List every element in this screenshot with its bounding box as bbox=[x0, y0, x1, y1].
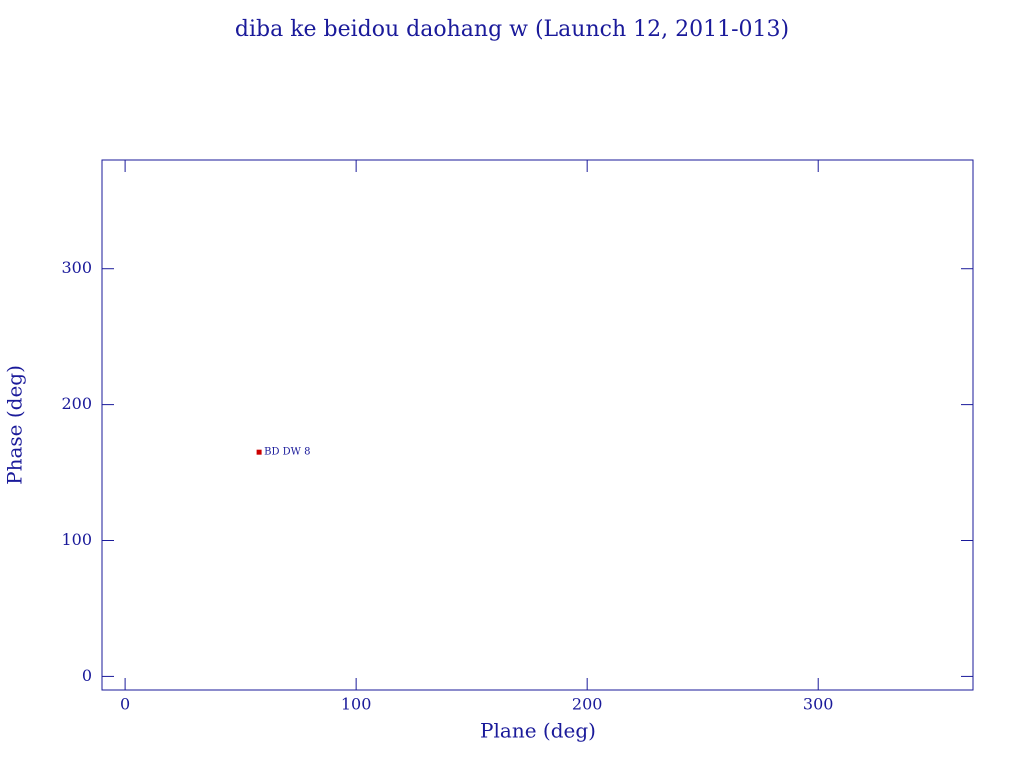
point-label: BD DW 8 bbox=[264, 447, 310, 458]
y-tick-label: 200 bbox=[61, 394, 92, 413]
point bbox=[256, 449, 262, 455]
x-tick-label: 300 bbox=[803, 695, 834, 714]
plot-frame bbox=[101, 159, 974, 691]
y-tick-label: 300 bbox=[61, 258, 92, 277]
x-axis-label: Plane (deg) bbox=[480, 719, 596, 743]
y-tick-label: 100 bbox=[61, 530, 92, 549]
x-tick-label: 200 bbox=[572, 695, 603, 714]
x-tick-label: 0 bbox=[120, 695, 130, 714]
y-tick-label: 0 bbox=[82, 666, 92, 685]
x-tick-label: 100 bbox=[341, 695, 372, 714]
chart-title: diba ke beidou daohang w (Launch 12, 201… bbox=[235, 17, 789, 42]
y-axis-label: Phase (deg) bbox=[3, 365, 27, 485]
